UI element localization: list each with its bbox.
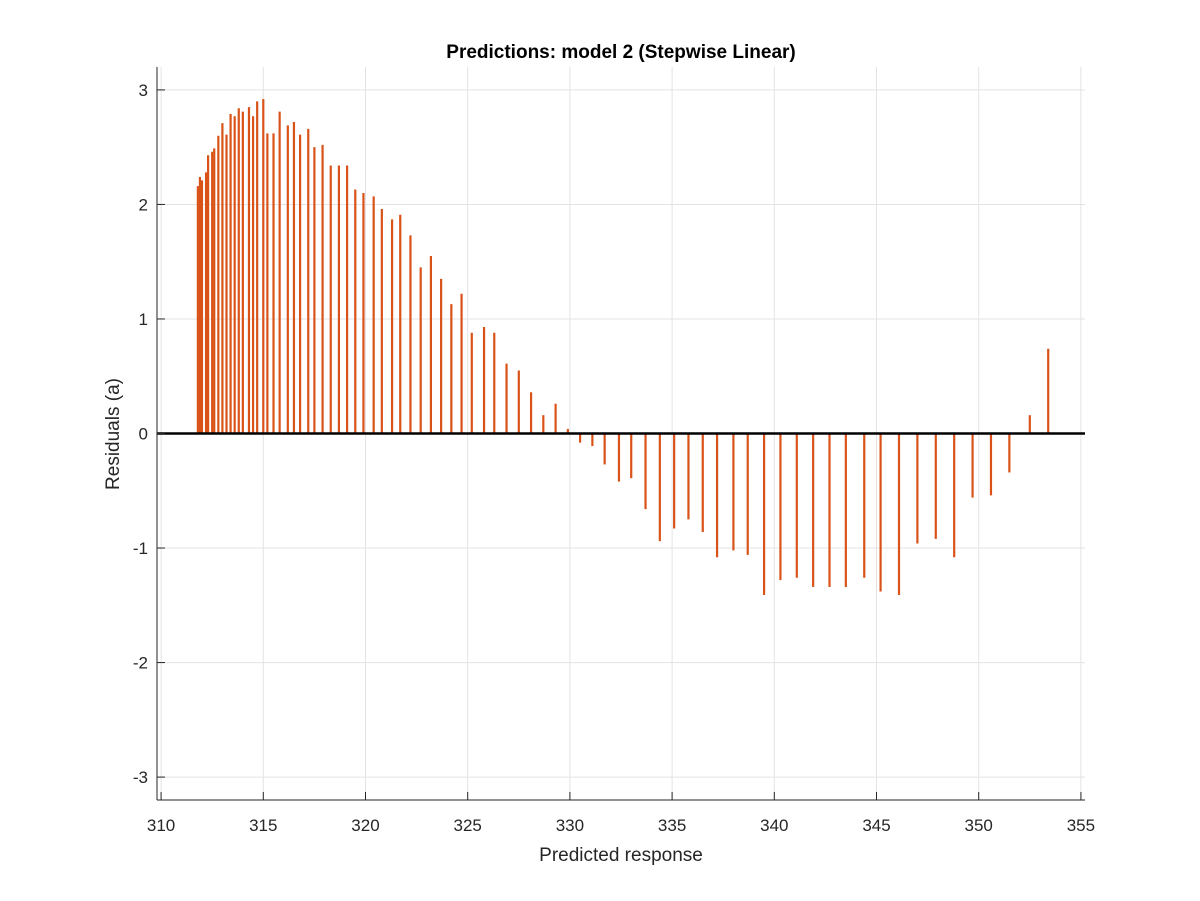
x-tick-label: 320 <box>351 816 379 835</box>
x-axis-label: Predicted response <box>539 845 703 866</box>
chart-title: Predictions: model 2 (Stepwise Linear) <box>446 42 795 63</box>
y-tick-label: 1 <box>139 310 148 329</box>
y-tick-label: 3 <box>139 81 148 100</box>
y-tick-label: -2 <box>133 654 148 673</box>
axes <box>156 67 1085 801</box>
x-tick-label: 325 <box>454 816 482 835</box>
y-tick-label: 0 <box>139 425 148 444</box>
x-tick-label: 335 <box>658 816 686 835</box>
residual-bars <box>196 99 1050 595</box>
y-tick-labels: -3 -2 -1 0 1 2 3 <box>133 81 148 787</box>
x-tick-label: 310 <box>147 816 175 835</box>
x-tick-label: 340 <box>760 816 788 835</box>
x-tick-label: 315 <box>249 816 277 835</box>
x-tick-label: 345 <box>862 816 890 835</box>
x-tick-label: 350 <box>965 816 993 835</box>
y-axis-label: Residuals (a) <box>103 378 124 490</box>
x-tick-label: 355 <box>1067 816 1095 835</box>
y-tick-label: -3 <box>133 768 148 787</box>
y-tick-label: 2 <box>139 195 148 214</box>
y-tick-label: -1 <box>133 539 148 558</box>
x-tick-labels: 310 315 320 325 330 335 340 345 350 355 <box>147 816 1095 835</box>
x-tick-label: 330 <box>556 816 584 835</box>
